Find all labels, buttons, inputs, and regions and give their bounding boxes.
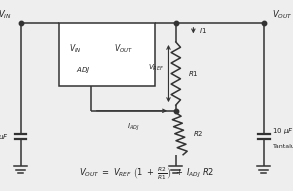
Text: $10\ \mu F$: $10\ \mu F$ bbox=[0, 132, 9, 142]
Text: $V_{OUT}\ =\ V_{REF}\ \left(1\ +\ \frac{R2}{R1}\right)\ +\ I_{ADJ}\ R2$: $V_{OUT}\ =\ V_{REF}\ \left(1\ +\ \frac{… bbox=[79, 166, 214, 182]
Text: $I_{ADJ}$: $I_{ADJ}$ bbox=[127, 121, 139, 133]
Text: $I1$: $I1$ bbox=[199, 26, 207, 35]
Text: $R1$: $R1$ bbox=[188, 69, 198, 78]
Text: $R2$: $R2$ bbox=[193, 129, 204, 138]
Text: $V_{IN}$: $V_{IN}$ bbox=[69, 42, 81, 55]
FancyBboxPatch shape bbox=[59, 23, 155, 86]
Text: Tantalum: Tantalum bbox=[272, 144, 293, 149]
Text: $V_{OUT}$: $V_{OUT}$ bbox=[272, 9, 293, 21]
Text: $V_{OUT}$: $V_{OUT}$ bbox=[114, 42, 133, 55]
Text: $V_{IN}$: $V_{IN}$ bbox=[0, 9, 12, 21]
Text: $10\ \mu F$: $10\ \mu F$ bbox=[272, 126, 293, 136]
Text: $ADJ$: $ADJ$ bbox=[76, 66, 91, 75]
Text: $V_{REF}$: $V_{REF}$ bbox=[148, 63, 164, 73]
